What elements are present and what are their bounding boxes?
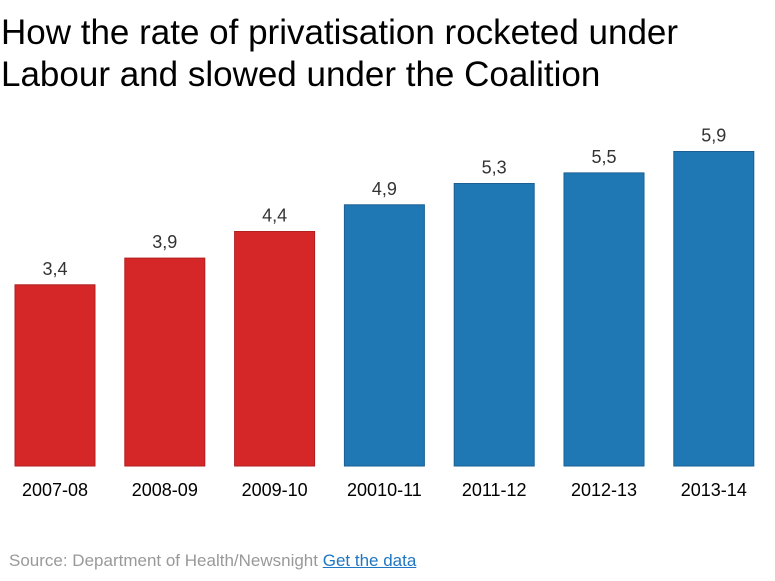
bar-2013-14 [673,151,755,467]
x-tick-label-2012-13: 2012-13 [571,480,637,500]
source-note: Source: Department of Health/Newsnight G… [9,551,416,571]
value-label-2007-08: 3,4 [42,259,67,279]
value-label-2011-12: 5,3 [482,158,507,178]
get-the-data-link[interactable]: Get the data [322,551,417,570]
source-text: Source: Department of Health/Newsnight [9,551,318,570]
chart-title-line-2: Labour and slowed under the Coalition [1,55,601,94]
value-label-2008-09: 3,9 [152,232,177,252]
x-tick-label-2007-08: 2007-08 [22,480,88,500]
bar-2007-08 [14,284,96,467]
bar-2008-09 [124,257,206,467]
value-label-2012-13: 5,5 [591,147,616,167]
chart-title: How the rate of privatisation rocketed u… [1,12,771,96]
x-tick-label-2013-14: 2013-14 [681,480,747,500]
value-label-2013-14: 5,9 [701,126,726,146]
bar-20010-11 [343,204,425,467]
bar-2012-13 [563,172,645,467]
value-label-2009-10: 4,4 [262,206,287,226]
x-tick-label-20010-11: 20010-11 [347,480,422,500]
x-tick-label-2009-10: 2009-10 [242,480,308,500]
bar-2009-10 [234,231,316,467]
value-label-20010-11: 4,9 [372,179,397,199]
bar-2011-12 [453,183,535,467]
x-tick-label-2011-12: 2011-12 [462,480,527,500]
x-tick-label-2008-09: 2008-09 [132,480,198,500]
chart-title-line-1: How the rate of privatisation rocketed u… [1,13,679,52]
